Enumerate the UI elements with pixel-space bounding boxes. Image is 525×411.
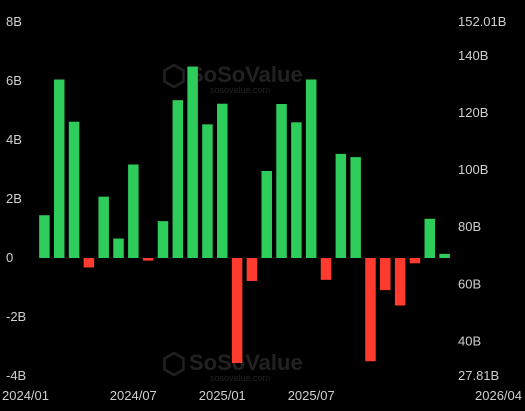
y-tick-label: 8B: [6, 14, 22, 29]
bar[interactable]: [128, 164, 139, 258]
x-axis: 2024/01 2024/07 2025/01 2025/07 2026/04: [2, 388, 522, 403]
y2-tick-label: 80B: [458, 219, 481, 234]
bar[interactable]: [187, 66, 198, 258]
bar[interactable]: [172, 100, 184, 259]
y-tick-label: 4B: [6, 132, 22, 147]
y-axis-left: -4B -2B 0 2B 4B 6B 8B: [6, 14, 26, 383]
y-tick-label: -4B: [6, 368, 26, 383]
bar[interactable]: [246, 258, 258, 282]
y2-tick-label: 140B: [458, 48, 488, 63]
x-tick-label: 2026/04: [475, 388, 522, 403]
bar[interactable]: [68, 121, 80, 259]
bar[interactable]: [157, 221, 169, 259]
bar[interactable]: [409, 258, 421, 264]
y2-tick-label: 60B: [458, 276, 481, 291]
bar[interactable]: [365, 258, 376, 362]
bar[interactable]: [380, 258, 391, 291]
watermark: SoSoValuesosovalue.comSoSoValuesosovalue…: [163, 62, 303, 383]
bars: [39, 66, 450, 364]
watermark-brand: SoSoValue: [189, 350, 303, 375]
y2-tick-label: 120B: [458, 105, 488, 120]
sosovalue-logo-icon: [163, 351, 185, 377]
y-tick-label: 2B: [6, 191, 22, 206]
bar[interactable]: [305, 79, 317, 259]
bar[interactable]: [53, 79, 65, 259]
y-axis-right: 27.81B 40B 60B 80B 100B 120B 140B 152.01B: [458, 14, 506, 383]
bar[interactable]: [217, 103, 228, 259]
watermark-url: sosovalue.com: [210, 85, 270, 95]
bar[interactable]: [142, 258, 154, 261]
bar[interactable]: [424, 218, 436, 258]
watermark-brand: SoSoValue: [189, 62, 303, 87]
watermark-url: sosovalue.com: [210, 373, 270, 383]
x-tick-label: 2025/01: [199, 388, 246, 403]
bar[interactable]: [350, 157, 361, 258]
y-tick-label: -2B: [6, 309, 26, 324]
x-tick-label: 2024/07: [110, 388, 157, 403]
x-tick-label: 2024/01: [2, 388, 49, 403]
bar[interactable]: [113, 238, 124, 258]
bar[interactable]: [335, 153, 347, 258]
y2-tick-label: 40B: [458, 333, 481, 348]
bar[interactable]: [261, 170, 272, 258]
x-tick-label: 2025/07: [288, 388, 335, 403]
sosovalue-logo-icon: [163, 63, 185, 89]
bar[interactable]: [39, 215, 50, 258]
y2-tick-label: 100B: [458, 162, 488, 177]
y2-tick-label: 152.01B: [458, 14, 506, 29]
bar[interactable]: [439, 253, 450, 258]
bar[interactable]: [291, 122, 302, 258]
bar[interactable]: [202, 124, 213, 258]
y-tick-label: 6B: [6, 73, 22, 88]
bar[interactable]: [83, 258, 95, 268]
bar[interactable]: [276, 104, 287, 258]
y-tick-label: 0: [6, 250, 13, 265]
bar[interactable]: [320, 258, 332, 280]
bar[interactable]: [98, 196, 109, 258]
bar[interactable]: [394, 258, 406, 306]
bar[interactable]: [231, 258, 243, 364]
y2-tick-label: 27.81B: [458, 368, 499, 383]
